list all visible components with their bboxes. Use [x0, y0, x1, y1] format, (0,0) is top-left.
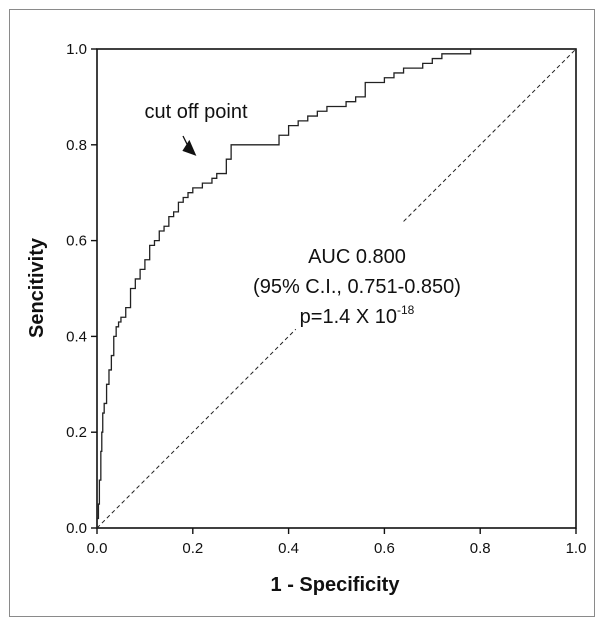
- cutoff-arrow-head: [182, 139, 197, 156]
- y-tick-label-5: 1.0: [66, 41, 87, 58]
- x-tick-label-5: 1.0: [566, 540, 587, 557]
- roc-curve: [96, 48, 576, 528]
- ci-label: (95% C.I., 0.751-0.850): [253, 276, 461, 298]
- y-axis-title: Sencitivity: [26, 237, 48, 338]
- y-tick-label-2: 0.4: [66, 328, 87, 345]
- x-tick-label-3: 0.6: [374, 540, 395, 557]
- x-tick-label-0: 0.0: [87, 540, 108, 557]
- reference-line-upper: [403, 48, 577, 222]
- p-value-base: p=1.4 X 10: [300, 306, 397, 328]
- plot-area-frame: [96, 48, 577, 529]
- p-value-exponent: -18: [397, 303, 415, 317]
- x-tick-label-2: 0.4: [278, 540, 299, 557]
- y-tick-label-1: 0.2: [66, 424, 87, 441]
- p-value-label: p=1.4 X 10-18: [300, 303, 415, 328]
- x-tick-label-1: 0.2: [182, 540, 203, 557]
- auc-label: AUC 0.800: [308, 246, 406, 268]
- x-tick-label-4: 0.8: [470, 540, 491, 557]
- y-tick-label-3: 0.6: [66, 233, 87, 250]
- x-axis-title: 1 - Specificity: [271, 574, 401, 596]
- y-tick-label-0: 0.0: [66, 520, 87, 537]
- y-tick-label-4: 0.8: [66, 137, 87, 154]
- reference-line-lower: [96, 328, 297, 529]
- cutoff-label: cut off point: [144, 101, 247, 123]
- figure-frame: [9, 9, 595, 617]
